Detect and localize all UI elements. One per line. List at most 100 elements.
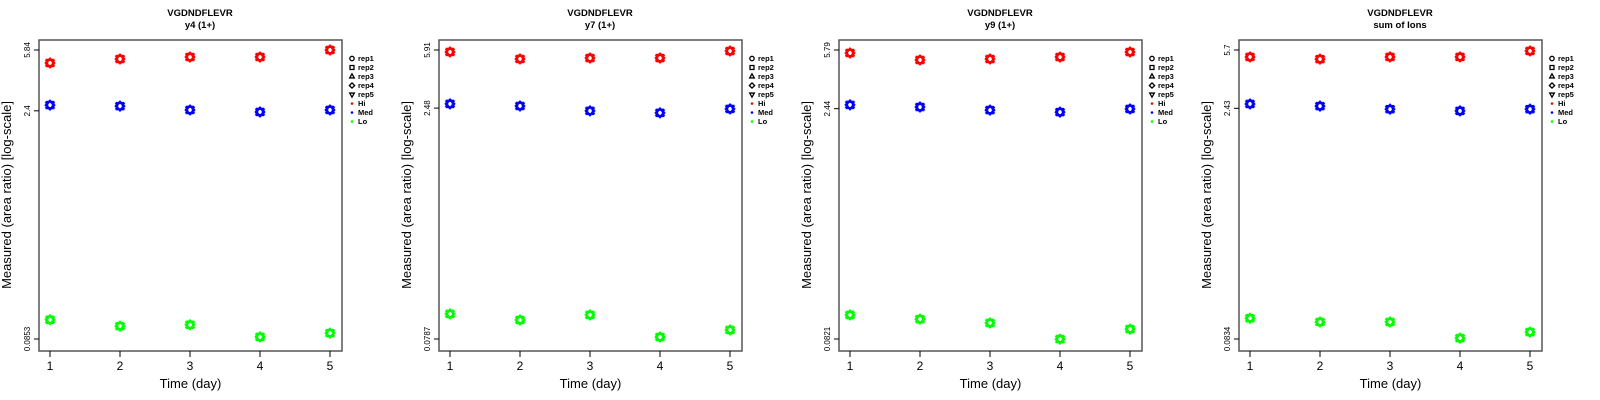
x-tick-label: 1 [1247, 359, 1254, 373]
plot-frame [838, 39, 1143, 352]
data-point-hi-rep3-day1 [844, 46, 856, 57]
data-point-hi-rep5-day3 [184, 53, 196, 64]
data-point-med-rep3-day1 [44, 98, 56, 109]
legend-label: rep3 [358, 72, 374, 81]
legend-symbol-rep4 [348, 81, 356, 90]
legend-label: Lo [1558, 117, 1568, 126]
legend-symbol-rep2 [749, 64, 755, 71]
data-point-lo-rep5-day5 [724, 326, 736, 337]
series-med [444, 97, 736, 119]
y-tick-label: 2.43 [1223, 100, 1232, 116]
legend-symbol-rep2 [1549, 64, 1555, 71]
legend-dot-hi [750, 102, 754, 105]
legend-label: rep1 [1558, 54, 1574, 63]
data-point-med-rep3-day1 [844, 98, 856, 109]
legend-label: rep2 [1558, 63, 1574, 72]
x-tick-label: 5 [1127, 359, 1134, 373]
chart-title: VGDNDFLEVR [1367, 8, 1433, 19]
legend-label: rep5 [1158, 90, 1174, 99]
legend-symbol-rep2 [349, 64, 355, 71]
data-point-hi-rep5-day1 [44, 59, 56, 70]
x-tick-label: 5 [327, 359, 334, 373]
series-med [844, 98, 1136, 119]
data-point-med-rep5-day4 [1454, 107, 1466, 118]
legend-label: Med [1158, 108, 1173, 117]
data-point-lo-rep5-day1 [844, 311, 856, 322]
legend-label: rep5 [758, 90, 774, 99]
data-point-lo-rep5-day2 [514, 316, 526, 327]
data-point-lo-rep3-day1 [44, 313, 56, 324]
data-point-med-rep5-day2 [1314, 102, 1326, 113]
data-point-lo-rep5-day5 [1124, 325, 1136, 336]
legend-label: Hi [758, 99, 766, 108]
x-tick-label: 3 [187, 359, 194, 373]
data-point-hi-rep3-day4 [654, 51, 666, 62]
data-point-med-rep5-day3 [584, 107, 596, 117]
x-tick-label: 2 [517, 359, 524, 373]
x-tick-label: 2 [1317, 359, 1324, 373]
data-point-hi-rep5-day4 [254, 53, 266, 64]
legend-dot-hi [1550, 102, 1554, 105]
data-point-med-rep5-day5 [1524, 105, 1536, 116]
data-point-hi-rep5-day5 [324, 46, 336, 57]
series-hi [44, 43, 336, 70]
data-point-med-rep5-day4 [654, 109, 666, 119]
y-tick-label: 2.48 [423, 100, 432, 116]
data-point-lo-rep5-day1 [444, 310, 456, 321]
y-axis-label: Measured (area ratio) [log-scale] [800, 101, 814, 289]
x-tick-label: 1 [847, 359, 854, 373]
x-tick-label: 2 [117, 359, 124, 373]
data-point-med-rep3-day5 [324, 103, 336, 114]
data-point-med-rep5-day3 [1384, 105, 1396, 116]
data-point-hi-rep5-day1 [844, 49, 856, 60]
data-point-hi-rep3-day2 [114, 52, 126, 63]
data-point-med-rep5-day1 [44, 101, 56, 112]
legend-symbol-rep4 [1548, 81, 1556, 90]
y-tick-label: 0.0853 [23, 326, 32, 351]
data-point-med-rep5-day2 [114, 102, 126, 113]
legend-label: rep4 [1558, 81, 1575, 90]
x-tick-label: 5 [727, 359, 734, 373]
series-lo [1244, 312, 1536, 345]
legend-dot-lo [750, 120, 754, 123]
data-point-med-rep5-day5 [724, 105, 736, 116]
data-point-hi-rep5-day2 [514, 55, 526, 66]
data-point-hi-rep5-day2 [114, 55, 126, 66]
data-point-med-rep3-day1 [1244, 97, 1256, 108]
chart-subtitle: y4 (1+) [185, 20, 215, 31]
data-point-lo-rep5-day2 [114, 322, 126, 333]
data-point-hi-rep3-day2 [1314, 52, 1326, 63]
legend-label: Med [758, 108, 773, 117]
legend-label: rep1 [358, 54, 374, 63]
data-point-med-rep3-day3 [184, 103, 196, 114]
legend-label: rep2 [1158, 63, 1174, 72]
data-point-hi-rep3-day4 [1454, 50, 1466, 61]
data-point-lo-rep3-day1 [844, 308, 856, 319]
legend-label: Hi [1158, 99, 1166, 108]
legend-dot-lo [1150, 120, 1154, 123]
legend-symbol-rep5 [1148, 92, 1156, 99]
y-axis-label: Measured (area ratio) [log-scale] [0, 101, 14, 289]
x-tick-label: 3 [987, 359, 994, 373]
legend-symbol-rep3 [1148, 72, 1156, 79]
legend-symbol-rep1 [1149, 55, 1155, 62]
y-tick-label: 2.4 [23, 105, 32, 117]
data-point-hi-rep5-day2 [1314, 55, 1326, 66]
legend-symbol-rep2 [1149, 64, 1155, 71]
legend-symbol-rep4 [1148, 81, 1156, 90]
legend-dot-med [750, 111, 754, 114]
legend-label: rep2 [358, 63, 374, 72]
data-point-med-rep5-day1 [844, 101, 856, 112]
data-point-lo-rep5-day4 [1054, 335, 1066, 346]
x-tick-label: 4 [1057, 359, 1064, 373]
data-point-hi-rep3-day1 [1244, 50, 1256, 61]
data-point-hi-rep3-day4 [1054, 50, 1066, 61]
legend-symbol-rep4 [748, 81, 756, 90]
data-point-hi-rep3-day3 [584, 51, 596, 62]
data-point-hi-rep3-day1 [444, 45, 456, 56]
data-point-lo-rep3-day4 [1454, 331, 1466, 342]
data-point-hi-rep5-day4 [654, 54, 666, 65]
